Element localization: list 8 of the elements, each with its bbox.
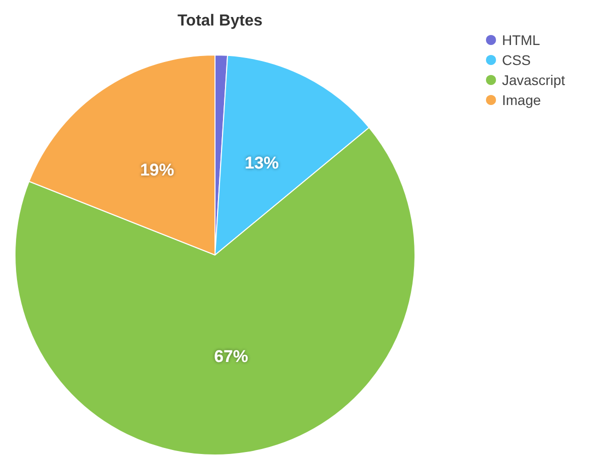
data-label: 67% [214,347,248,366]
data-label: 19% [140,160,174,180]
legend-label: HTML [502,32,540,48]
legend-label: CSS [502,52,531,68]
legend-label: Javascript [502,72,566,88]
chart-title: Total Bytes [177,12,263,30]
data-label: 13% [244,154,279,173]
legend-label: Image [502,92,542,108]
